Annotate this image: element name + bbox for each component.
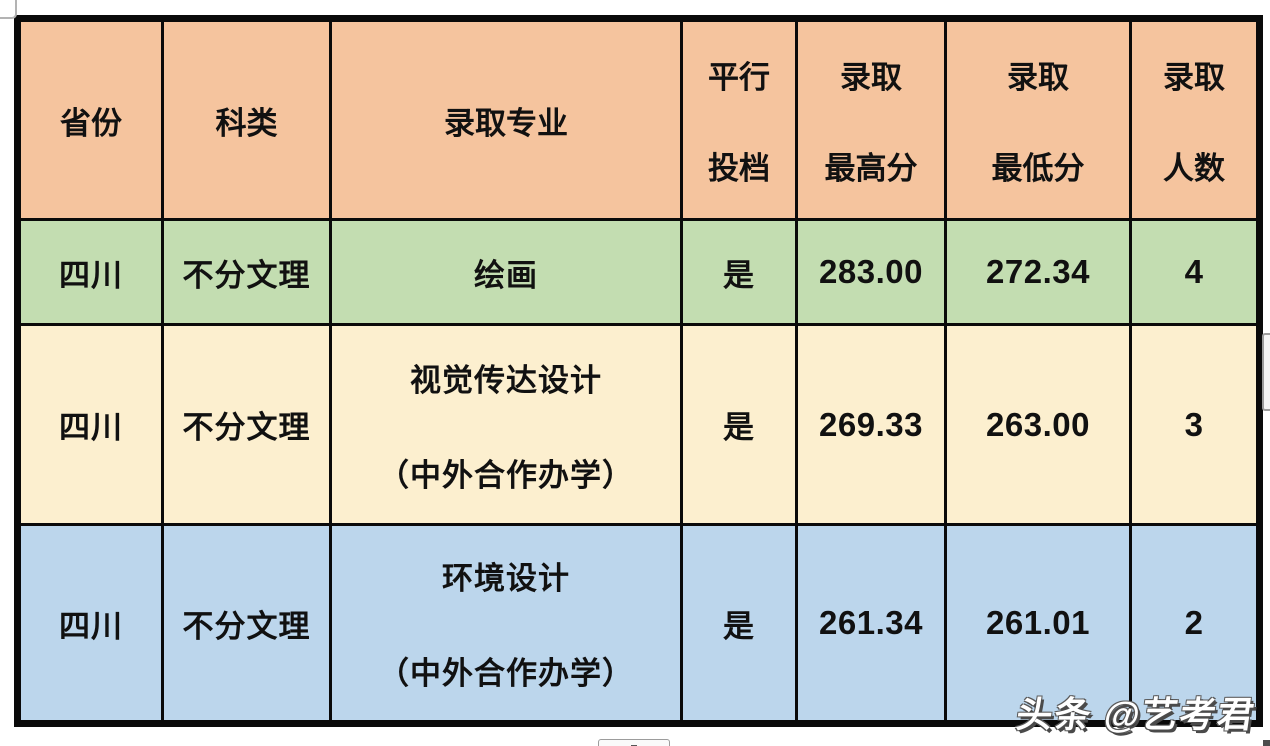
cell-min-score: 261.01 <box>944 523 1132 725</box>
header-label-line1: 录取 <box>1007 60 1069 95</box>
cell-text: 不分文理 <box>182 257 311 293</box>
cell-text: 269.33 <box>819 405 923 443</box>
cell-text: 是 <box>723 608 755 644</box>
cell-count: 4 <box>1129 218 1261 326</box>
cell-text: 是 <box>723 257 755 293</box>
cell-category: 不分文理 <box>161 218 332 326</box>
cell-text: 4 <box>1184 253 1204 290</box>
header-label-line2: 投档 <box>708 151 770 186</box>
header-cell-count: 录取 人数 <box>1129 17 1261 221</box>
cell-text-line2: （中外合作办学） <box>378 457 634 493</box>
cell-text-line2: （中外合作办学） <box>378 656 634 691</box>
cell-text: 261.01 <box>986 604 1090 641</box>
cell-text: 263.00 <box>986 405 1090 443</box>
cell-max-score: 269.33 <box>795 323 947 526</box>
header-cell-max-score: 录取 最高分 <box>795 17 947 221</box>
cell-text: 四川 <box>59 410 123 445</box>
cell-min-score: 272.34 <box>944 218 1132 326</box>
cell-max-score: 283.00 <box>795 218 947 326</box>
cell-province: 四川 <box>16 323 164 526</box>
header-label-line2: 最高分 <box>824 151 918 186</box>
header-label-line1: 录取 <box>1163 60 1225 95</box>
header-cell-min-score: 录取 最低分 <box>944 17 1132 221</box>
cell-text-line1: 环境设计 <box>442 561 570 596</box>
partial-corner-mark-artifact <box>1263 740 1270 746</box>
cell-min-score: 263.00 <box>944 323 1132 526</box>
cell-major: 绘画 <box>329 218 683 326</box>
cell-parallel: 是 <box>680 523 798 725</box>
cell-text: 四川 <box>59 608 123 644</box>
header-label-line2: 最低分 <box>991 151 1085 186</box>
partial-zoom-button-artifact[interactable] <box>598 739 670 746</box>
header-cell-major: 录取专业 <box>329 17 683 221</box>
header-cell-category: 科类 <box>161 17 332 221</box>
header-cell-province: 省份 <box>16 17 164 221</box>
cell-parallel: 是 <box>680 218 798 326</box>
cell-category: 不分文理 <box>161 523 332 725</box>
partial-ui-corner-artifact <box>0 0 17 19</box>
cell-major: 视觉传达设计 （中外合作办学） <box>329 323 683 526</box>
cell-count: 3 <box>1129 323 1261 526</box>
table-row: 四川 不分文理 视觉传达设计 （中外合作办学） 是 269.33 263.00 <box>16 323 1261 526</box>
header-label: 省份 <box>60 105 122 141</box>
cell-text: 是 <box>723 410 755 445</box>
toutiao-watermark: 头条 @艺考君 <box>1013 694 1259 735</box>
cell-text: 272.34 <box>986 253 1090 290</box>
cell-text: 四川 <box>59 257 123 293</box>
header-label: 录取专业 <box>444 105 568 141</box>
header-label-line1: 平行 <box>708 60 770 95</box>
table-row: 四川 不分文理 绘画 是 283.00 272.34 4 <box>16 218 1261 326</box>
admission-score-table: 省份 科类 录取专业 平行 投档 录取 最高分 <box>14 15 1263 727</box>
header-label-line2: 人数 <box>1163 151 1225 186</box>
header-label: 科类 <box>215 105 278 141</box>
cell-text: 2 <box>1184 604 1204 641</box>
cell-province: 四川 <box>16 218 164 326</box>
cell-text: 不分文理 <box>182 608 311 644</box>
header-label-line1: 录取 <box>840 60 902 95</box>
partial-scrollbar-artifact <box>1262 333 1270 411</box>
cell-text: 261.34 <box>819 604 923 641</box>
cell-parallel: 是 <box>680 323 798 526</box>
cell-text: 绘画 <box>474 257 538 293</box>
cell-text: 3 <box>1184 405 1204 443</box>
header-cell-parallel: 平行 投档 <box>680 17 798 221</box>
table-row: 四川 不分文理 环境设计 （中外合作办学） 是 261.34 261.01 <box>16 523 1261 725</box>
cell-max-score: 261.34 <box>795 523 947 725</box>
cell-major: 环境设计 （中外合作办学） <box>329 523 683 725</box>
cell-province: 四川 <box>16 523 164 725</box>
cell-text: 不分文理 <box>182 410 311 445</box>
cell-count: 2 <box>1129 523 1261 725</box>
cell-text-line1: 视觉传达设计 <box>410 362 602 398</box>
cell-text: 283.00 <box>819 253 923 290</box>
cell-category: 不分文理 <box>161 323 332 526</box>
table-header-row: 省份 科类 录取专业 平行 投档 录取 最高分 <box>16 17 1261 221</box>
